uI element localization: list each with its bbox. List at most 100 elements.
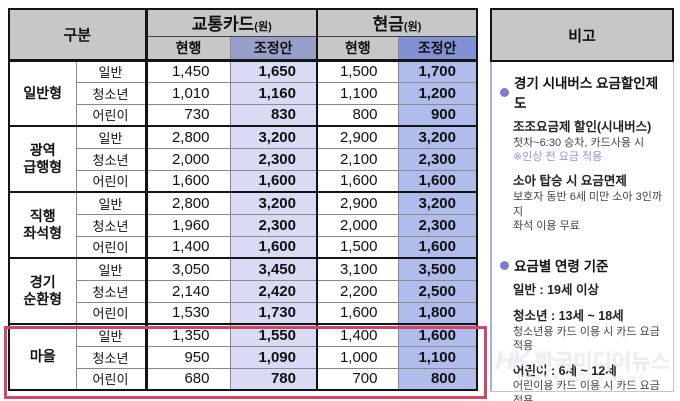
card-current-cell: 1,600 [144,169,231,193]
row-sub-label: 일반 [75,59,147,83]
card-current-cell: 2,140 [144,279,231,303]
cash-current-cell: 2,200 [316,279,399,303]
remarks-panel: 비고 경기 시내버스 요금할인제도 조조요금제 할인(시내버스) 첫차~6:30 승… [490,8,674,401]
card-unit: (원) [254,21,272,34]
remarks-item: 소아 탑승 시 요금면제 보호자 동반 6세 미만 소아 3인까지 좌석 이용 무료 [513,173,665,233]
card-adjusted-cell: 1,650 [229,59,318,83]
cash-adjusted-cell: 2,300 [397,147,478,171]
card-adjusted-cell: 2,300 [229,147,318,171]
watermark-subtext: KOREA MEDIA NEWS [518,374,647,383]
card-adjusted-cell: 3,200 [229,125,318,149]
cash-adjusted-cell: 1,200 [397,81,478,105]
row-group-label: 직행 좌석형 [8,191,77,259]
card-adjusted-cell: 830 [229,103,318,127]
card-current-cell: 1,530 [144,301,231,325]
column-header-card: 교통카드(원) [144,8,318,37]
remarks-item-title: 어린이 : 6세 ~ 12세 [513,363,617,378]
card-current-cell: 1,960 [144,213,231,237]
watermark-text: 한국미디어뉴스 [534,350,670,374]
card-adjusted-cell: 2,300 [229,213,318,237]
cash-adjusted-cell: 3,200 [397,191,478,215]
header-row-2: 현행 조정안 현행 조정안 [9,35,478,62]
fare-table: 구분 교통카드(원) 현금(원) 현행 조정안 현행 조정안 일반형 일반 1,45… [8,8,478,391]
row-group-label: 일반형 [8,59,77,127]
table-row: 경기 순환형 일반 3,050 3,450 3,100 3,500 [8,257,478,325]
card-adjusted-cell: 2,420 [229,279,318,303]
remarks-item: 일반 : 19세 이상 [513,282,665,299]
cash-unit: (원) [403,21,422,34]
cash-current-cell: 800 [316,103,399,127]
remarks-item-title: 조조요금제 할인(시내버스) [513,120,652,134]
row-sub-label: 일반 [75,257,147,281]
cash-adjusted-cell: 1,600 [397,169,478,193]
card-current-cell: 680 [144,367,231,391]
remarks-item: 조조요금제 할인(시내버스) 첫차~6:30 승차, 카드사용 시 ※인상 전 요금… [513,119,665,164]
card-current-cell: 730 [144,103,231,127]
remarks-item-title: 소아 탑승 시 요금면제 [513,174,627,189]
table-row: 청소년 2,140 2,420 2,200 2,500 [9,279,478,303]
row-group-label: 광역 급행형 [8,125,77,193]
remarks-item-line: 어린이용 카드 이용 시 카드 요금 적용 [513,380,660,401]
remarks-item-line: 청소년용 카드 이용 시 카드 요금 적용 [513,325,660,353]
cash-adjusted-cell: 1,700 [397,59,478,83]
cash-adjusted-cell: 800 [397,367,478,391]
table-row: 청소년 950 1,090 1,000 1,100 [9,345,478,369]
subheader-card-adjusted: 조정안 [229,35,318,62]
remarks-item-line: 보호자 동반 6세 미만 소아 3인까지 [513,191,662,218]
remarks-section-heading: 요금별 연령 기준 [500,255,665,275]
cash-adjusted-cell: 2,300 [397,213,478,237]
card-adjusted-cell: 1,730 [229,301,318,325]
table-row: 직행 좌석형 일반 2,800 3,200 2,900 3,200 [8,191,478,259]
cash-current-cell: 2,100 [316,147,399,171]
remarks-section-heading: 경기 시내버스 요금할인제도 [500,72,665,112]
row-sub-label: 어린이 [75,169,147,193]
cash-adjusted-cell: 1,600 [397,235,478,259]
row-group-label: 마을 [8,323,77,391]
bullet-icon [500,87,509,97]
row-group-label: 경기 순환형 [8,257,77,325]
cash-current-cell: 1,600 [316,169,399,193]
card-adjusted-cell: 1,160 [229,81,318,105]
card-current-cell: 2,800 [144,191,231,215]
card-current-cell: 1,450 [144,59,231,83]
table-row: 어린이 1,530 1,730 1,600 1,800 [9,301,478,325]
cash-adjusted-cell: 1,100 [397,345,478,369]
remarks-item-line: 첫차~6:30 승차, 카드사용 시 [513,136,645,149]
cash-current-cell: 1,000 [316,345,399,369]
remarks-item-title: 청소년 : 13세 ~ 18세 [513,309,624,324]
cash-current-cell: 1,100 [316,81,399,105]
cash-adjusted-cell: 2,500 [397,279,478,303]
cash-current-cell: 2,900 [316,191,399,215]
row-sub-label: 청소년 [75,213,147,237]
table-row: 어린이 1,400 1,600 1,500 1,600 [9,235,478,259]
row-sub-label: 어린이 [75,301,147,325]
card-current-cell: 950 [144,345,231,369]
row-sub-label: 청소년 [75,147,147,171]
remarks-item: 청소년 : 13세 ~ 18세 청소년용 카드 이용 시 카드 요금 적용 [513,308,665,353]
cash-current-cell: 700 [316,367,399,391]
cash-current-cell: 2,900 [316,125,399,149]
card-adjusted-cell: 1,600 [229,169,318,193]
cash-adjusted-cell: 3,200 [397,125,478,149]
table-row: 청소년 2,000 2,300 2,100 2,300 [9,147,478,171]
subheader-cash-current: 현행 [316,35,399,62]
column-header-cash: 현금(원) [316,8,478,37]
card-current-cell: 2,800 [144,125,231,149]
card-adjusted-cell: 3,450 [229,257,318,281]
card-label: 교통카드 [191,15,255,35]
cash-adjusted-cell: 1,800 [397,301,478,325]
remarks-item-title: 일반 : 19세 이상 [513,283,599,298]
row-sub-label: 일반 [75,191,147,215]
table-row: 마을 일반 1,350 1,550 1,400 1,600 [8,323,478,391]
row-sub-label: 청소년 [75,345,147,369]
table-row: 청소년 1,960 2,300 2,000 2,300 [9,213,478,237]
remarks-heading-text: 요금별 연령 기준 [514,259,609,275]
cash-current-cell: 1,500 [316,235,399,259]
card-adjusted-cell: 1,090 [229,345,318,369]
